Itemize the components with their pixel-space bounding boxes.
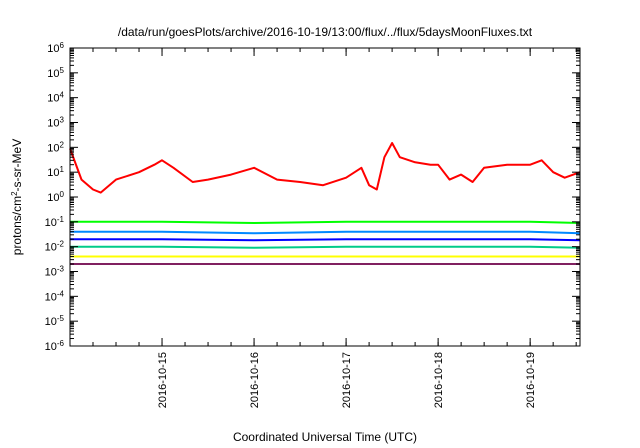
y-tick-label: 100 <box>47 190 64 205</box>
y-tick-exp: -6 <box>57 339 65 348</box>
y-tick-exp: 4 <box>60 90 65 99</box>
y-tick-base: 10 <box>47 142 59 154</box>
series-line <box>70 220 581 224</box>
y-axis: 10-610-510-410-310-210-11001011021031041… <box>45 41 580 354</box>
y-tick-label: 104 <box>47 90 64 105</box>
x-tick-label: 2016-10-19 <box>525 352 537 408</box>
y-tick-label: 10-3 <box>45 264 65 279</box>
y-tick-base: 10 <box>47 93 59 105</box>
y-tick-base: 10 <box>45 217 57 229</box>
y-tick-label: 10-1 <box>45 214 65 229</box>
y-tick-exp: -3 <box>57 264 65 273</box>
y-tick-base: 10 <box>45 341 57 353</box>
series-line <box>70 238 581 242</box>
y-tick-base: 10 <box>47 167 59 179</box>
chart-title: /data/run/goesPlots/archive/2016-10-19/1… <box>118 25 533 39</box>
y-tick-base: 10 <box>47 192 59 204</box>
y-tick-label: 10-6 <box>45 339 65 354</box>
series-line <box>69 142 581 194</box>
x-tick-label: 2016-10-16 <box>249 352 261 408</box>
x-axis-label: Coordinated Universal Time (UTC) <box>233 430 417 444</box>
y-tick-base: 10 <box>45 291 57 303</box>
y-tick-label: 102 <box>47 140 64 155</box>
y-tick-exp: 6 <box>60 41 65 50</box>
y-tick-label: 105 <box>47 65 64 80</box>
y-tick-base: 10 <box>45 316 57 328</box>
series-line <box>70 230 581 235</box>
y-tick-base: 10 <box>45 242 57 254</box>
y-tick-exp: 0 <box>60 190 65 199</box>
y-tick-base: 10 <box>47 43 59 55</box>
y-tick-exp: -2 <box>57 239 65 248</box>
y-tick-label: 103 <box>47 115 64 130</box>
x-tick-label: 2016-10-17 <box>341 352 353 408</box>
y-tick-base: 10 <box>45 267 57 279</box>
y-axis-label: protons/cm2-s-sr-MeV <box>10 139 25 255</box>
y-axis-label-main: protons/cm <box>10 196 24 255</box>
y-tick-label: 10-2 <box>45 239 65 254</box>
y-tick-exp: -1 <box>57 214 65 223</box>
y-tick-exp: -5 <box>57 314 65 323</box>
series-line <box>70 245 581 249</box>
y-axis-label-rest: -s-sr-MeV <box>10 139 24 192</box>
series-layer <box>69 142 581 265</box>
x-axis: 2016-10-15 2016-10-16 2016-10-17 2016-10-18… <box>92 48 577 408</box>
y-axis-label-exp: 2 <box>10 191 19 196</box>
y-tick-label: 10-4 <box>45 289 65 304</box>
y-tick-label: 101 <box>47 165 64 180</box>
x-tick-label: 2016-10-15 <box>157 352 169 408</box>
y-tick-label: 10-5 <box>45 314 65 329</box>
y-tick-exp: 5 <box>60 65 65 74</box>
y-tick-base: 10 <box>47 68 59 80</box>
y-tick-exp: 1 <box>60 165 65 174</box>
x-tick-label: 2016-10-18 <box>433 352 445 408</box>
y-tick-label: 106 <box>47 41 64 56</box>
y-tick-exp: 2 <box>60 140 65 149</box>
y-tick-exp: 3 <box>60 115 65 124</box>
plot-frame <box>69 47 581 347</box>
y-tick-base: 10 <box>47 118 59 130</box>
y-tick-exp: -4 <box>57 289 65 298</box>
